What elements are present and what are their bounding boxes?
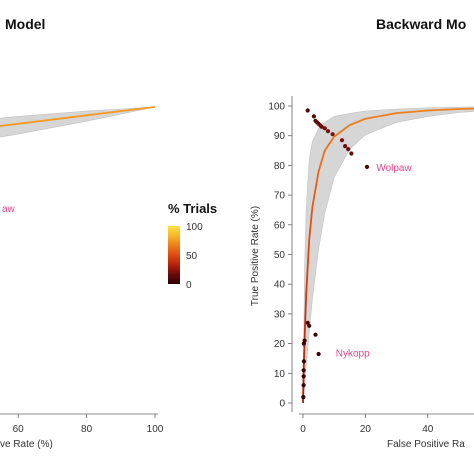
right-y-tick-label: 100 (268, 102, 285, 113)
right-confidence-band (302, 106, 474, 404)
right-y-tick-label: 50 (274, 250, 286, 261)
right-panel: Backward Mo 0 10 20 30 40 50 60 70 80 90 100 0 20 40… (250, 16, 474, 450)
left-x-tick-label: 80 (81, 424, 93, 435)
right-x-tick-label: 0 (300, 424, 306, 435)
colorbar-tick-0: 0 (186, 280, 192, 291)
colorbar-tick-100: 100 (186, 222, 203, 233)
left-x-tick-label: 100 (147, 424, 164, 435)
right-y-tick-label: 80 (274, 161, 286, 172)
data-point (301, 374, 306, 379)
left-x-ticks: 60 80 100 (13, 414, 164, 435)
data-point (343, 144, 348, 149)
right-x-axis-label: False Positive Ra (387, 439, 465, 450)
data-point (301, 359, 306, 364)
data-point (349, 151, 354, 156)
annotation-wolpaw: Wolpaw (376, 163, 412, 174)
data-point (301, 383, 306, 388)
annotation-nykopp: Nykopp (336, 349, 370, 360)
right-y-ticks: 0 10 20 30 40 50 60 70 80 90 100 (268, 102, 292, 410)
data-point (325, 129, 331, 134)
right-panel-title: Backward Mo (376, 16, 466, 32)
left-x-tick-label: 60 (13, 424, 25, 435)
right-y-tick-label: 70 (274, 191, 286, 202)
data-point (307, 323, 312, 328)
right-y-axis-label: True Positive Rate (%) (250, 206, 261, 306)
right-y-tick-label: 0 (279, 399, 285, 410)
right-x-tick-label: 20 (360, 424, 372, 435)
colorbar-title: % Trials (168, 201, 217, 216)
data-point (316, 351, 321, 357)
data-point (305, 108, 310, 113)
left-annotation-wolpaw: aw (2, 204, 16, 215)
left-fit-curve (0, 106, 156, 127)
data-point (364, 164, 370, 169)
right-y-tick-label: 10 (274, 369, 286, 380)
data-point (313, 332, 318, 337)
left-x-axis-label: ve Rate (%) (0, 439, 53, 450)
data-point (330, 132, 335, 137)
right-data-points (301, 108, 370, 400)
data-point (339, 138, 345, 143)
left-panel: Model 60 80 100 ve Rate (%) aw (0, 16, 164, 450)
data-point (301, 368, 306, 373)
right-x-ticks: 0 20 40 (300, 414, 434, 435)
right-y-tick-label: 20 (274, 339, 286, 350)
right-y-tick-label: 40 (274, 280, 286, 291)
left-confidence-band (0, 106, 156, 138)
right-x-tick-label: 40 (422, 424, 434, 435)
right-y-tick-label: 90 (274, 131, 286, 142)
right-fit-curve (302, 107, 474, 404)
data-point (346, 147, 351, 152)
data-point (301, 395, 306, 400)
colorbar-tick-50: 50 (186, 251, 198, 262)
data-point (301, 341, 306, 346)
colorbar-gradient (168, 226, 180, 284)
left-panel-title: Model (5, 16, 45, 32)
colorbar: % Trials 100 50 0 (168, 201, 217, 291)
right-y-tick-label: 30 (274, 309, 286, 320)
right-y-tick-label: 60 (274, 220, 286, 231)
data-point (322, 126, 327, 131)
data-point (311, 114, 316, 119)
